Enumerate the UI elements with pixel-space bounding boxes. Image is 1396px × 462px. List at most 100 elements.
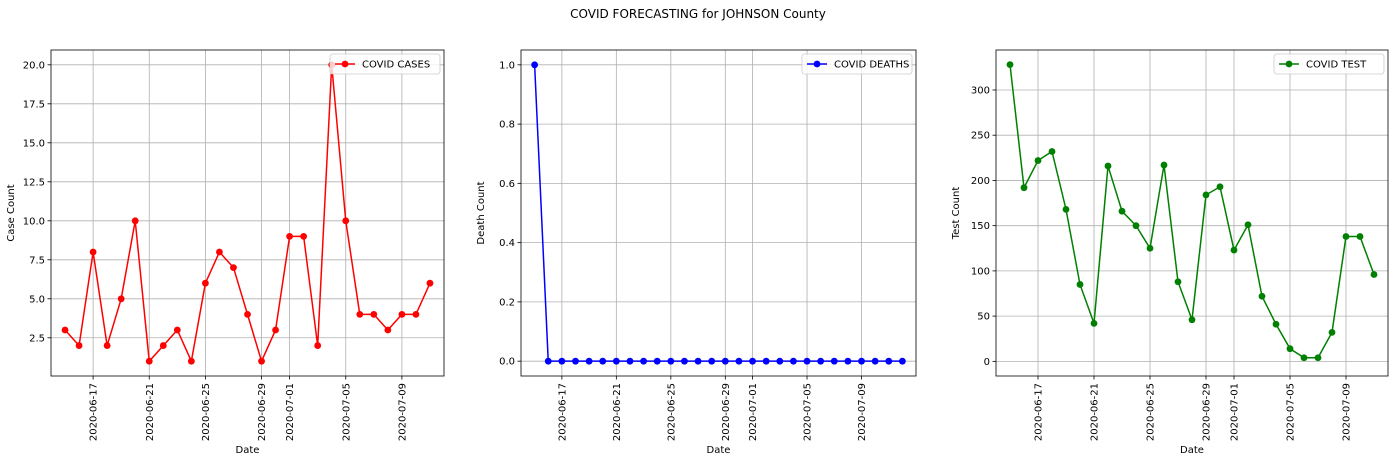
deaths-point-11	[681, 357, 688, 365]
cases-legend	[329, 53, 441, 75]
deaths-ytick-label-5: 1.0	[499, 60, 515, 71]
tests-xtick-label-4: 2020-07-01	[1230, 383, 1241, 441]
tests-ytick-label-3: 150	[971, 221, 990, 232]
cases-point-0	[61, 326, 69, 334]
tests-xtick-label-6: 2020-07-09	[1342, 383, 1353, 441]
cases-ylabel: Case Count	[6, 184, 17, 241]
deaths-point-22	[830, 357, 838, 365]
deaths-point-0	[531, 61, 539, 69]
tests-point-5	[1076, 281, 1084, 288]
cases-point-13	[244, 310, 251, 318]
deaths-xtick-label-1: 2020-06-21	[612, 383, 623, 441]
tests-point-4	[1062, 205, 1070, 213]
deaths-point-2	[558, 357, 566, 365]
tests-point-2	[1034, 157, 1042, 164]
deaths-point-13	[708, 357, 716, 365]
cases-ytick-label-3: 10.0	[23, 216, 45, 227]
tests-point-21	[1300, 354, 1308, 362]
deaths-xlabel: Date	[707, 445, 731, 456]
cases-point-22	[370, 310, 378, 318]
deaths-ytick-label-2: 0.4	[499, 238, 515, 249]
cases-ytick-label-1: 5.0	[29, 294, 45, 305]
deaths-xtick-label-3: 2020-06-29	[721, 383, 732, 441]
deaths-ytick-label-3: 0.6	[499, 179, 515, 190]
cases-point-23	[384, 326, 392, 334]
deaths-chart: 2020-06-17 2020-06-21 2020-06-25 2020-06-29…	[476, 49, 917, 456]
deaths-point-5	[599, 357, 607, 365]
tests-point-15	[1216, 183, 1224, 191]
cases-point-8	[173, 326, 181, 334]
deaths-legend-label: COVID DEATHS	[834, 60, 909, 71]
cases-chart: 2020-06-17 2020-06-21 2020-06-25 2020-06-29…	[6, 49, 445, 456]
cases-xlabel: Date	[236, 445, 260, 456]
deaths-series-line	[533, 64, 903, 362]
cases-point-4	[117, 295, 125, 303]
tests-point-9	[1132, 222, 1140, 230]
tests-axes-frame	[995, 49, 1389, 377]
deaths-point-7	[626, 357, 634, 365]
cases-point-1	[75, 342, 83, 349]
tests-point-7	[1104, 162, 1112, 170]
cases-point-6	[145, 357, 153, 365]
tests-point-16	[1230, 246, 1238, 254]
deaths-point-19	[790, 357, 797, 365]
deaths-point-1	[544, 357, 552, 365]
tests-point-10	[1146, 244, 1154, 252]
tests-point-18	[1258, 292, 1266, 300]
cases-ytick-label-4: 12.5	[23, 177, 45, 188]
deaths-point-6	[612, 357, 620, 365]
tests-xtick-label-2: 2020-06-25	[1146, 383, 1157, 441]
deaths-xtick-label-4: 2020-07-01	[748, 383, 759, 441]
deaths-point-25	[871, 357, 879, 365]
tests-point-23	[1328, 329, 1336, 336]
deaths-point-24	[858, 357, 865, 365]
cases-xtick-label-3: 2020-06-29	[257, 383, 268, 441]
cases-xtick-label-4: 2020-07-01	[285, 383, 296, 441]
deaths-point-14	[721, 357, 729, 365]
tests-legend-marker	[1285, 60, 1293, 68]
tests-point-8	[1118, 207, 1126, 215]
deaths-point-21	[817, 357, 825, 365]
deaths-ytick-label-0: 0.0	[499, 357, 515, 368]
deaths-axes-frame	[520, 49, 917, 377]
cases-legend-label: COVID CASES	[362, 60, 430, 71]
cases-ytick-label-5: 15.0	[23, 138, 45, 149]
tests-xlabel: Date	[1180, 445, 1204, 456]
cases-point-14	[258, 357, 265, 365]
cases-xtick-label-6: 2020-07-09	[397, 383, 408, 441]
tests-point-26	[1370, 271, 1378, 278]
tests-chart: 2020-06-17 2020-06-21 2020-06-25 2020-06-29…	[951, 49, 1389, 456]
tests-point-0	[1006, 61, 1014, 69]
deaths-point-23	[844, 357, 852, 365]
tests-ytick-label-0: 0	[984, 357, 990, 368]
deaths-point-10	[667, 357, 675, 365]
cases-xtick-label-2: 2020-06-25	[201, 383, 212, 441]
deaths-point-8	[640, 357, 647, 365]
tests-point-14	[1202, 191, 1210, 199]
cases-point-12	[230, 264, 237, 271]
deaths-legend-marker	[813, 60, 821, 68]
cases-point-25	[412, 310, 420, 318]
cases-point-17	[300, 232, 308, 240]
cases-point-26	[426, 279, 434, 287]
tests-point-3	[1048, 148, 1056, 155]
tests-legend-label: COVID TEST	[1306, 60, 1367, 71]
tests-point-22	[1314, 354, 1322, 362]
cases-point-7	[159, 342, 167, 349]
tests-xtick-label-3: 2020-06-29	[1202, 383, 1213, 441]
deaths-point-12	[694, 357, 702, 365]
cases-legend-marker	[341, 60, 349, 68]
deaths-xtick-label-5: 2020-07-05	[803, 383, 814, 441]
deaths-point-26	[885, 357, 893, 365]
cases-point-3	[103, 342, 111, 349]
tests-ytick-label-6: 300	[971, 85, 990, 96]
cases-ytick-label-2: 7.5	[29, 255, 45, 266]
deaths-xtick-label-0: 2020-06-17	[557, 383, 568, 441]
cases-point-18	[314, 342, 322, 349]
cases-point-24	[398, 310, 406, 318]
cases-ytick-label-0: 2.5	[29, 333, 45, 344]
cases-point-5	[131, 217, 139, 225]
cases-point-9	[187, 357, 195, 365]
tests-point-19	[1272, 320, 1280, 328]
cases-xtick-label-1: 2020-06-21	[145, 383, 156, 441]
